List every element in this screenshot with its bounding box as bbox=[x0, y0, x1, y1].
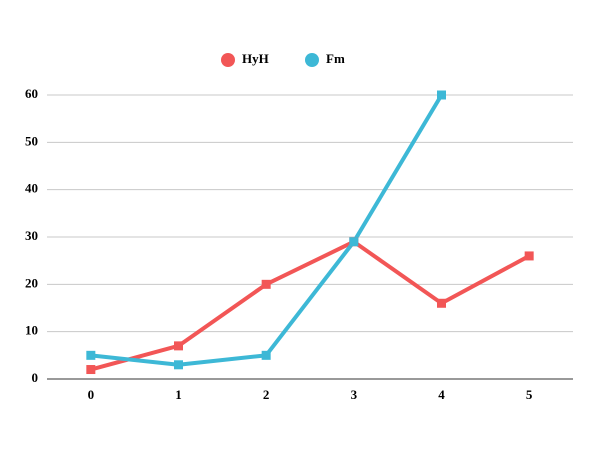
x-tick-label: 5 bbox=[526, 387, 533, 402]
y-tick-label: 20 bbox=[25, 275, 38, 290]
y-tick-label: 10 bbox=[25, 323, 38, 338]
y-tick-label: 30 bbox=[25, 228, 38, 243]
y-tick-label: 0 bbox=[32, 370, 39, 385]
legend-marker bbox=[221, 53, 235, 67]
series-line bbox=[90, 239, 531, 372]
point-marker bbox=[261, 279, 271, 289]
point-marker bbox=[174, 360, 183, 370]
legend-marker bbox=[305, 53, 319, 67]
y-tick-label: 50 bbox=[25, 133, 38, 148]
series-line bbox=[90, 93, 444, 367]
x-tick-label: 3 bbox=[351, 387, 358, 402]
point-marker bbox=[86, 350, 96, 360]
point-marker bbox=[437, 298, 446, 308]
point-marker bbox=[261, 350, 271, 360]
x-tick-label: 4 bbox=[438, 387, 445, 402]
y-tick-label: 40 bbox=[25, 181, 38, 196]
x-tick-label: 1 bbox=[175, 387, 182, 402]
legend-label: Fm bbox=[326, 51, 345, 66]
point-marker bbox=[349, 237, 359, 247]
x-tick-label: 2 bbox=[263, 387, 270, 402]
legend-label: HyH bbox=[242, 51, 269, 66]
y-tick-label: 60 bbox=[25, 86, 38, 101]
x-tick-label: 0 bbox=[88, 387, 95, 402]
point-marker bbox=[174, 341, 183, 351]
point-marker bbox=[437, 90, 446, 100]
point-marker bbox=[86, 365, 96, 375]
point-marker bbox=[524, 251, 534, 261]
